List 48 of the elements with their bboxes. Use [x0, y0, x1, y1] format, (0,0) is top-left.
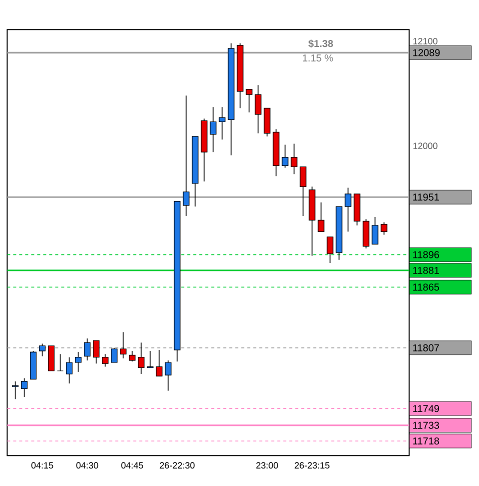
candlestick: [300, 166, 306, 216]
x-tick-label: 26-22:30: [160, 462, 195, 469]
y-tick-label: 12100: [413, 38, 438, 44]
candlestick: [380, 222, 388, 236]
x-tick-label: 23:00: [256, 462, 278, 469]
candlestick: [146, 350, 154, 368]
candlestick: [138, 342, 144, 374]
ref-line-label: 11807: [413, 344, 439, 352]
x-tick-label: 04:45: [121, 462, 144, 469]
candlestick: [318, 202, 324, 232]
candlestick: [164, 360, 172, 392]
candlestick: [254, 84, 262, 134]
candlestick: [39, 343, 46, 357]
candlestick: [246, 88, 252, 113]
ref-line-label: 11865: [413, 284, 440, 291]
candlestick: [290, 143, 298, 174]
x-tick-label: 26-23:15: [294, 462, 330, 469]
candlestick: [21, 378, 28, 398]
ref-line-label: 12089: [413, 49, 440, 56]
ref-line-label: 11896: [413, 251, 440, 258]
ref-line-label: 11749: [413, 405, 439, 412]
x-tick-label: 04:15: [31, 462, 54, 469]
candlestick: [372, 216, 378, 245]
ref-line-label: 11951: [413, 194, 439, 201]
candlestick: [12, 380, 19, 400]
candlestick: [156, 350, 162, 376]
candlestick: [218, 106, 226, 140]
ref-line-label: 11881: [413, 266, 439, 274]
candlestick: [74, 352, 82, 372]
candlestick: [102, 354, 108, 368]
candlestick: [110, 347, 118, 363]
candlestick: [182, 95, 190, 216]
candlestick: [66, 356, 73, 384]
candlestick: [120, 332, 126, 359]
candlestick: [326, 236, 334, 264]
candlestick: [128, 350, 136, 362]
candlestick: [210, 106, 216, 153]
annotation: $1.38: [308, 40, 333, 48]
ref-line-label: 11733: [413, 422, 440, 429]
candlestick: [282, 144, 288, 168]
x-tick-label: 04:30: [76, 462, 98, 469]
candlestick: [56, 354, 64, 372]
y-tick-label: 12000: [413, 142, 438, 150]
ref-line-label: 11718: [413, 437, 440, 445]
annotation: 1.15 %: [302, 54, 333, 62]
candlestick: [344, 187, 352, 232]
candlestick: [84, 338, 91, 361]
candlestick: [92, 340, 100, 364]
